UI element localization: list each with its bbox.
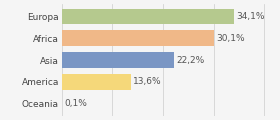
Text: 13,6%: 13,6% — [132, 77, 161, 86]
Text: 30,1%: 30,1% — [216, 34, 245, 43]
Text: 22,2%: 22,2% — [176, 55, 204, 65]
Bar — [62, 30, 214, 46]
Text: 0,1%: 0,1% — [64, 99, 87, 108]
Text: 34,1%: 34,1% — [236, 12, 265, 21]
Bar — [62, 52, 174, 68]
Bar — [62, 74, 130, 90]
Bar — [62, 9, 234, 24]
